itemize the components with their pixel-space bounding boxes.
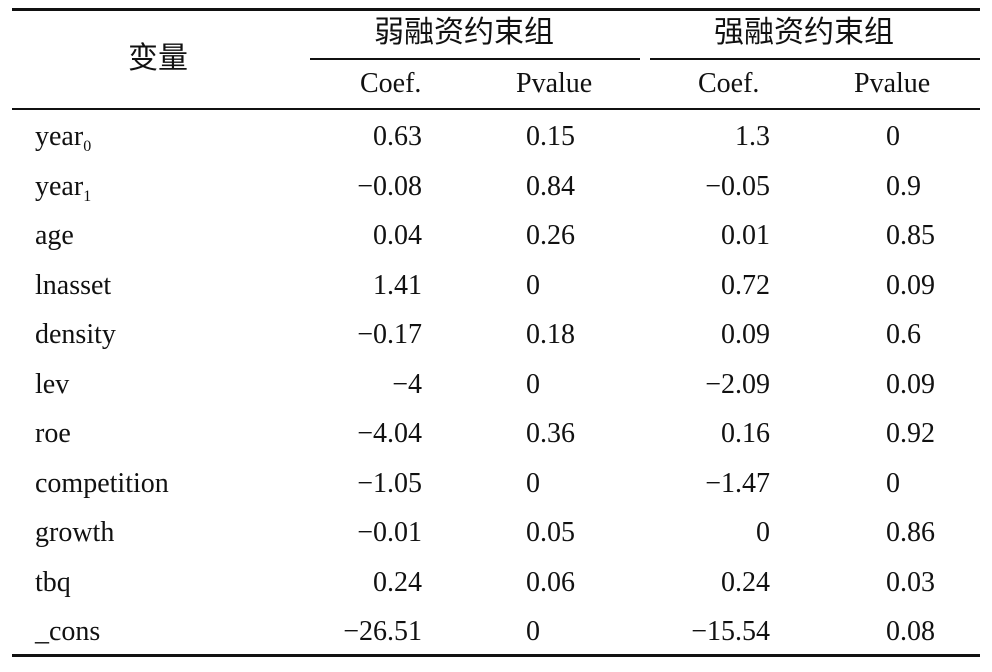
strong-coef-cell: −1.47 xyxy=(705,467,770,499)
strong-coef-cell: 0.01 xyxy=(721,220,770,251)
weak-coef-cell: −0.01 xyxy=(357,517,422,548)
header-variable: 变量 xyxy=(128,41,188,76)
strong-coef-cell: 0.09 xyxy=(721,319,770,350)
table-row: age 0.04 0.26 0.01 0.85 xyxy=(12,211,980,259)
top-rule xyxy=(12,8,980,11)
group1-underline xyxy=(310,58,640,60)
table-row: lnasset 1.41 0 0.72 0.09 xyxy=(12,261,980,309)
table-row: competition −1.05 0 −1.47 0 xyxy=(12,459,980,507)
header-pvalue-1: Pvalue xyxy=(516,68,593,99)
strong-pvalue-cell: 0.09 xyxy=(886,269,935,301)
weak-pvalue-cell: 0.26 xyxy=(526,220,575,251)
strong-pvalue-cell: 0.09 xyxy=(886,368,935,400)
variable-name: growth xyxy=(35,517,115,548)
strong-coef-cell: 0.24 xyxy=(721,566,770,598)
variable-subscript: 0 xyxy=(83,138,92,155)
header-weak-financing-group: 弱融资约束组 xyxy=(374,15,554,50)
weak-pvalue-cell: 0.36 xyxy=(526,418,575,449)
variable-name: tbq xyxy=(35,566,71,598)
weak-pvalue-cell: 0.05 xyxy=(526,517,575,548)
strong-pvalue-cell: 0.92 xyxy=(886,418,935,449)
header-separator-rule xyxy=(12,108,980,110)
bottom-rule xyxy=(12,654,980,657)
weak-coef-cell: −1.05 xyxy=(357,467,422,499)
strong-pvalue-cell: 0 xyxy=(886,121,900,152)
strong-coef-cell: 0.16 xyxy=(721,418,770,449)
header-pvalue-2: Pvalue xyxy=(854,68,931,99)
weak-pvalue-cell: 0.84 xyxy=(526,170,575,202)
strong-coef-cell: 0.72 xyxy=(721,269,770,301)
variable-subscript: 1 xyxy=(83,187,92,205)
weak-coef-cell: 0.24 xyxy=(373,566,422,598)
strong-pvalue-cell: 0 xyxy=(886,467,900,499)
weak-coef-cell: 0.63 xyxy=(373,121,422,152)
weak-coef-cell: −4 xyxy=(392,368,422,400)
variable-name: density xyxy=(35,319,116,350)
weak-pvalue-cell: 0 xyxy=(526,467,540,499)
strong-coef-cell: 1.3 xyxy=(735,121,770,152)
header-coef-1: Coef. xyxy=(360,68,422,99)
weak-pvalue-cell: 0 xyxy=(526,616,540,647)
variable-name: _cons xyxy=(35,616,101,647)
strong-coef-cell: 0 xyxy=(756,517,770,548)
table-row: roe −4.04 0.36 0.16 0.92 xyxy=(12,409,980,457)
weak-pvalue-cell: 0.15 xyxy=(526,121,575,152)
group2-underline xyxy=(650,58,980,60)
strong-pvalue-cell: 0.85 xyxy=(886,220,935,251)
strong-coef-cell: −15.54 xyxy=(691,616,770,647)
weak-pvalue-cell: 0.06 xyxy=(526,566,575,598)
weak-pvalue-cell: 0.18 xyxy=(526,319,575,350)
weak-pvalue-cell: 0 xyxy=(526,368,540,400)
regression-table: 变量 弱融资约束组 强融资约束组 Coef. Pvalue Coef. Pval… xyxy=(12,8,980,660)
variable-name: year1 xyxy=(35,170,92,205)
strong-coef-cell: −2.09 xyxy=(705,368,770,400)
table-row: density −0.17 0.18 0.09 0.6 xyxy=(12,310,980,358)
variable-name: year0 xyxy=(35,121,92,155)
strong-pvalue-cell: 0.9 xyxy=(886,170,921,202)
table-row: _cons −26.51 0 −15.54 0.08 xyxy=(12,607,980,655)
weak-coef-cell: −0.17 xyxy=(357,319,422,350)
strong-pvalue-cell: 0.6 xyxy=(886,319,921,350)
variable-name: lev xyxy=(35,368,70,400)
variable-name: lnasset xyxy=(35,269,112,301)
strong-pvalue-cell: 0.08 xyxy=(886,616,935,647)
strong-pvalue-cell: 0.86 xyxy=(886,517,935,548)
variable-name: competition xyxy=(35,467,169,499)
table-row: growth −0.01 0.05 0 0.86 xyxy=(12,508,980,556)
strong-pvalue-cell: 0.03 xyxy=(886,566,935,598)
weak-coef-cell: 1.41 xyxy=(373,269,422,301)
weak-pvalue-cell: 0 xyxy=(526,269,540,301)
weak-coef-cell: −4.04 xyxy=(357,418,422,449)
weak-coef-cell: 0.04 xyxy=(373,220,422,251)
table-row: year1 −0.08 0.84 −0.05 0.9 xyxy=(12,162,980,210)
table-row: tbq 0.24 0.06 0.24 0.03 xyxy=(12,558,980,606)
weak-coef-cell: −0.08 xyxy=(357,170,422,202)
header-strong-financing-group: 强融资约束组 xyxy=(714,15,894,50)
table-row: year0 0.63 0.15 1.3 0 xyxy=(12,112,980,160)
variable-name: age xyxy=(35,220,74,251)
weak-coef-cell: −26.51 xyxy=(343,616,422,647)
variable-name: roe xyxy=(35,418,71,449)
table-row: lev −4 0 −2.09 0.09 xyxy=(12,360,980,408)
strong-coef-cell: −0.05 xyxy=(705,170,770,202)
header-coef-2: Coef. xyxy=(698,68,760,99)
